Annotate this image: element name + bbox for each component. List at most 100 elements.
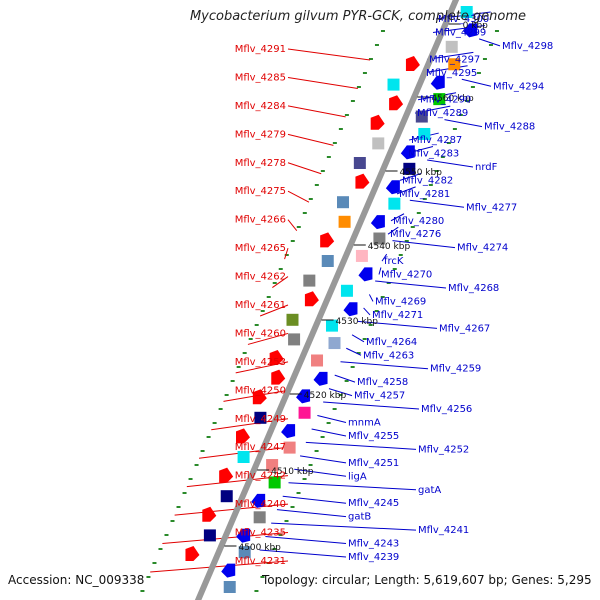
gene-label-forward: Mflv_4285	[235, 72, 286, 83]
reverse-feature	[370, 215, 385, 230]
tick-dot-right	[446, 142, 451, 144]
label-connector-forward	[287, 105, 346, 118]
tick-dot-left	[260, 310, 265, 312]
forward-feature	[304, 291, 319, 307]
forward-feature	[286, 313, 299, 326]
reverse-feature	[430, 75, 445, 90]
topology-text: Topology: circular; Length: 5,619,607 bp…	[261, 573, 592, 587]
reverse-feature	[251, 493, 266, 508]
gene-label-reverse: Mflv_4276	[390, 229, 441, 240]
gene-label-reverse: Mflv_4257	[354, 391, 405, 402]
reverse-feature	[448, 58, 461, 71]
forward-feature	[202, 506, 217, 522]
scale-tick-label: 4540 kbp	[368, 242, 411, 252]
label-connector-reverse	[387, 226, 399, 235]
tick-dot-left	[224, 394, 229, 396]
gene-label-reverse: Mflv_4271	[372, 310, 423, 321]
gene-label-reverse: frcK	[384, 256, 404, 267]
reverse-feature	[418, 127, 431, 140]
tick-dot-right	[302, 478, 307, 480]
label-connector-reverse	[363, 307, 371, 316]
label-connector-forward	[259, 304, 289, 317]
reverse-feature	[373, 232, 386, 245]
forward-feature	[353, 157, 366, 169]
tick-dot-right	[416, 212, 421, 214]
tick-dot-left	[350, 100, 355, 102]
label-connector-forward	[150, 560, 289, 573]
reverse-feature	[400, 145, 415, 160]
reverse-feature	[433, 93, 446, 106]
forward-feature	[405, 56, 420, 71]
tick-dot-left	[302, 212, 307, 214]
forward-feature	[235, 428, 250, 444]
map-title: Mycobacterium gilvum PYR-GCK, complete g…	[190, 9, 526, 24]
tick-dot-left	[242, 352, 247, 354]
label-connector-reverse	[444, 119, 483, 128]
tick-dot-left	[218, 408, 223, 410]
tick-dot-right	[260, 576, 265, 578]
label-connector-reverse	[265, 536, 347, 545]
gene-label-forward: Mflv_4278	[235, 158, 286, 169]
gene-label-forward: Mflv_4266	[235, 215, 286, 226]
tick-dot-left	[152, 562, 157, 564]
gene-label-reverse: Mflv_4252	[418, 444, 469, 455]
gene-label-reverse: Mflv_4268	[448, 283, 499, 294]
label-connector-reverse	[276, 509, 347, 518]
reverse-feature	[298, 406, 311, 419]
reverse-feature	[223, 581, 236, 593]
reverse-feature	[388, 197, 401, 210]
tick-dot-right	[392, 268, 397, 270]
forward-feature	[321, 255, 334, 267]
gene-label-reverse: Mflv_4255	[348, 431, 399, 442]
forward-feature	[372, 137, 385, 150]
forward-feature	[252, 389, 267, 405]
tick-dot-right	[434, 170, 439, 172]
tick-dot-right	[356, 352, 361, 354]
tick-dot-left	[308, 198, 313, 200]
forward-feature	[389, 95, 404, 111]
reverse-feature	[281, 424, 296, 439]
tick-dot-right	[476, 72, 481, 74]
tick-dot-right	[470, 86, 475, 88]
tick-dot-right	[464, 100, 469, 102]
forward-feature	[338, 215, 351, 228]
label-connector-reverse	[390, 213, 405, 222]
gene-label-reverse: Mflv_4239	[348, 552, 399, 563]
gene-label-forward: Mflv_4291	[235, 44, 286, 55]
tick-dot-right	[452, 128, 457, 130]
reverse-feature	[268, 476, 281, 489]
gene-label-reverse: Mflv_4280	[393, 216, 444, 227]
label-connector-reverse	[271, 522, 417, 531]
tick-dot-left	[236, 366, 241, 368]
gene-label-reverse: gatA	[418, 485, 441, 496]
tick-dot-right	[440, 156, 445, 158]
label-connector-reverse	[368, 294, 374, 302]
label-connector-forward	[287, 48, 371, 61]
reverse-feature	[463, 23, 478, 38]
scale-tick-label: 4550 kbp	[400, 168, 443, 178]
label-connector-reverse	[392, 240, 456, 249]
gene-label-reverse: Mflv_4269	[375, 296, 426, 307]
forward-feature	[220, 490, 233, 503]
tick-dot-left	[284, 254, 289, 256]
tick-dot-right	[494, 30, 499, 32]
forward-feature	[185, 546, 200, 561]
label-connector-forward	[287, 190, 310, 203]
tick-dot-right	[362, 338, 367, 340]
gene-label-forward: Mflv_4265	[235, 243, 286, 254]
label-connector-forward	[287, 76, 358, 89]
label-connector-reverse	[294, 468, 347, 477]
tick-dot-left	[296, 226, 301, 228]
gene-label-reverse: Mflv_4281	[399, 189, 450, 200]
forward-feature	[237, 451, 250, 463]
label-connector-forward	[174, 503, 289, 516]
tick-dot-right	[458, 114, 463, 116]
label-connector-reverse	[396, 186, 416, 195]
gene-label-reverse: Mflv_4295	[426, 68, 477, 79]
gene-label-forward: Mflv_4249	[235, 414, 286, 425]
tick-dot-right	[428, 184, 433, 186]
tick-dot-right	[386, 282, 391, 284]
label-connector-reverse	[305, 441, 417, 450]
tick-dot-right	[410, 226, 415, 228]
tick-dot-right	[482, 58, 487, 60]
